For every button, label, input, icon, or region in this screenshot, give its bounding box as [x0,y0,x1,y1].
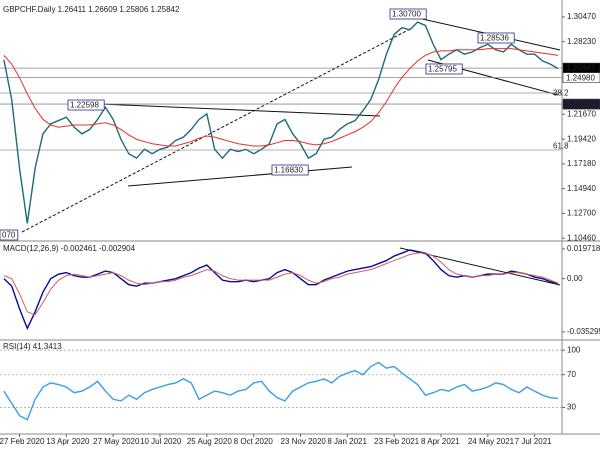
annotation: 1.30700 [392,10,421,19]
level-label-box [562,98,600,110]
annotation-box [271,164,309,176]
annotation-box [0,229,19,241]
annotation: 1.28536 [480,34,509,43]
x-tick-label: 23 Nov 2020 [281,437,327,446]
y-tick-label: 70 [567,370,576,379]
y-tick-label: 30 [567,403,576,412]
annotation: 38.2 [553,89,569,98]
y-tick-label: 100 [567,345,581,354]
series-line [3,252,559,316]
trend-line [127,166,353,187]
level-label: 1.22590 [566,100,595,109]
annotation: 1.16830 [274,166,303,175]
y-tick-label: 1.30470 [567,12,596,21]
x-tick-label: 7 Jul 2021 [515,437,552,446]
annotation: 61.8 [553,142,569,151]
y-tick-label: 0.00 [567,274,583,283]
x-tick-label: 8 Apr 2021 [421,437,460,446]
series-line [3,21,559,224]
level-label: 1.24980 [566,73,595,82]
series-line [3,361,559,421]
annotation-box [477,32,515,44]
annotation: 1.25795 [428,65,457,74]
x-tick-label: 13 Apr 2020 [46,437,90,446]
annotation-box [67,99,105,111]
y-tick-label: 1.10460 [567,233,596,242]
annotation: 070 [2,231,16,240]
panel-title: MACD(12,26,9) -0.002461 -0.002904 [3,244,136,253]
y-tick-label: 1.19420 [567,134,596,143]
annotation-box [425,63,463,75]
y-tick-label: 0.019718 [567,244,600,253]
y-tick-label: 1.28230 [567,37,596,46]
x-tick-label: 10 Jul 2020 [140,437,182,446]
x-tick-label: 25 Aug 2020 [187,437,232,446]
y-tick-label: -0.035295 [567,327,600,336]
x-tick-label: 27 Feb 2020 [0,437,45,446]
x-tick-label: 8 Jan 2021 [327,437,367,446]
level-label: 1.25842 [566,64,595,73]
y-tick-label: 1.17180 [567,159,596,168]
panel-title: GBPCHF.Daily 1.26411 1.26609 1.25806 1.2… [3,5,180,14]
annotation-box [389,8,427,20]
y-tick-label: 1.12700 [567,209,596,218]
x-tick-label: 8 Oct 2020 [234,437,274,446]
y-tick-label: 1.14940 [567,184,596,193]
y-tick-label: 1.21670 [567,109,596,118]
level-label-box [562,72,600,83]
annotation: 1.22598 [70,101,99,110]
x-tick-label: 27 May 2020 [93,437,140,446]
x-tick-label: 23 Feb 2021 [374,437,419,446]
trend-line [21,27,413,233]
trend-line [99,103,381,117]
series-line [3,48,559,147]
panel-title: RSI(14) 41.3413 [3,342,62,351]
x-tick-label: 24 May 2021 [468,437,515,446]
